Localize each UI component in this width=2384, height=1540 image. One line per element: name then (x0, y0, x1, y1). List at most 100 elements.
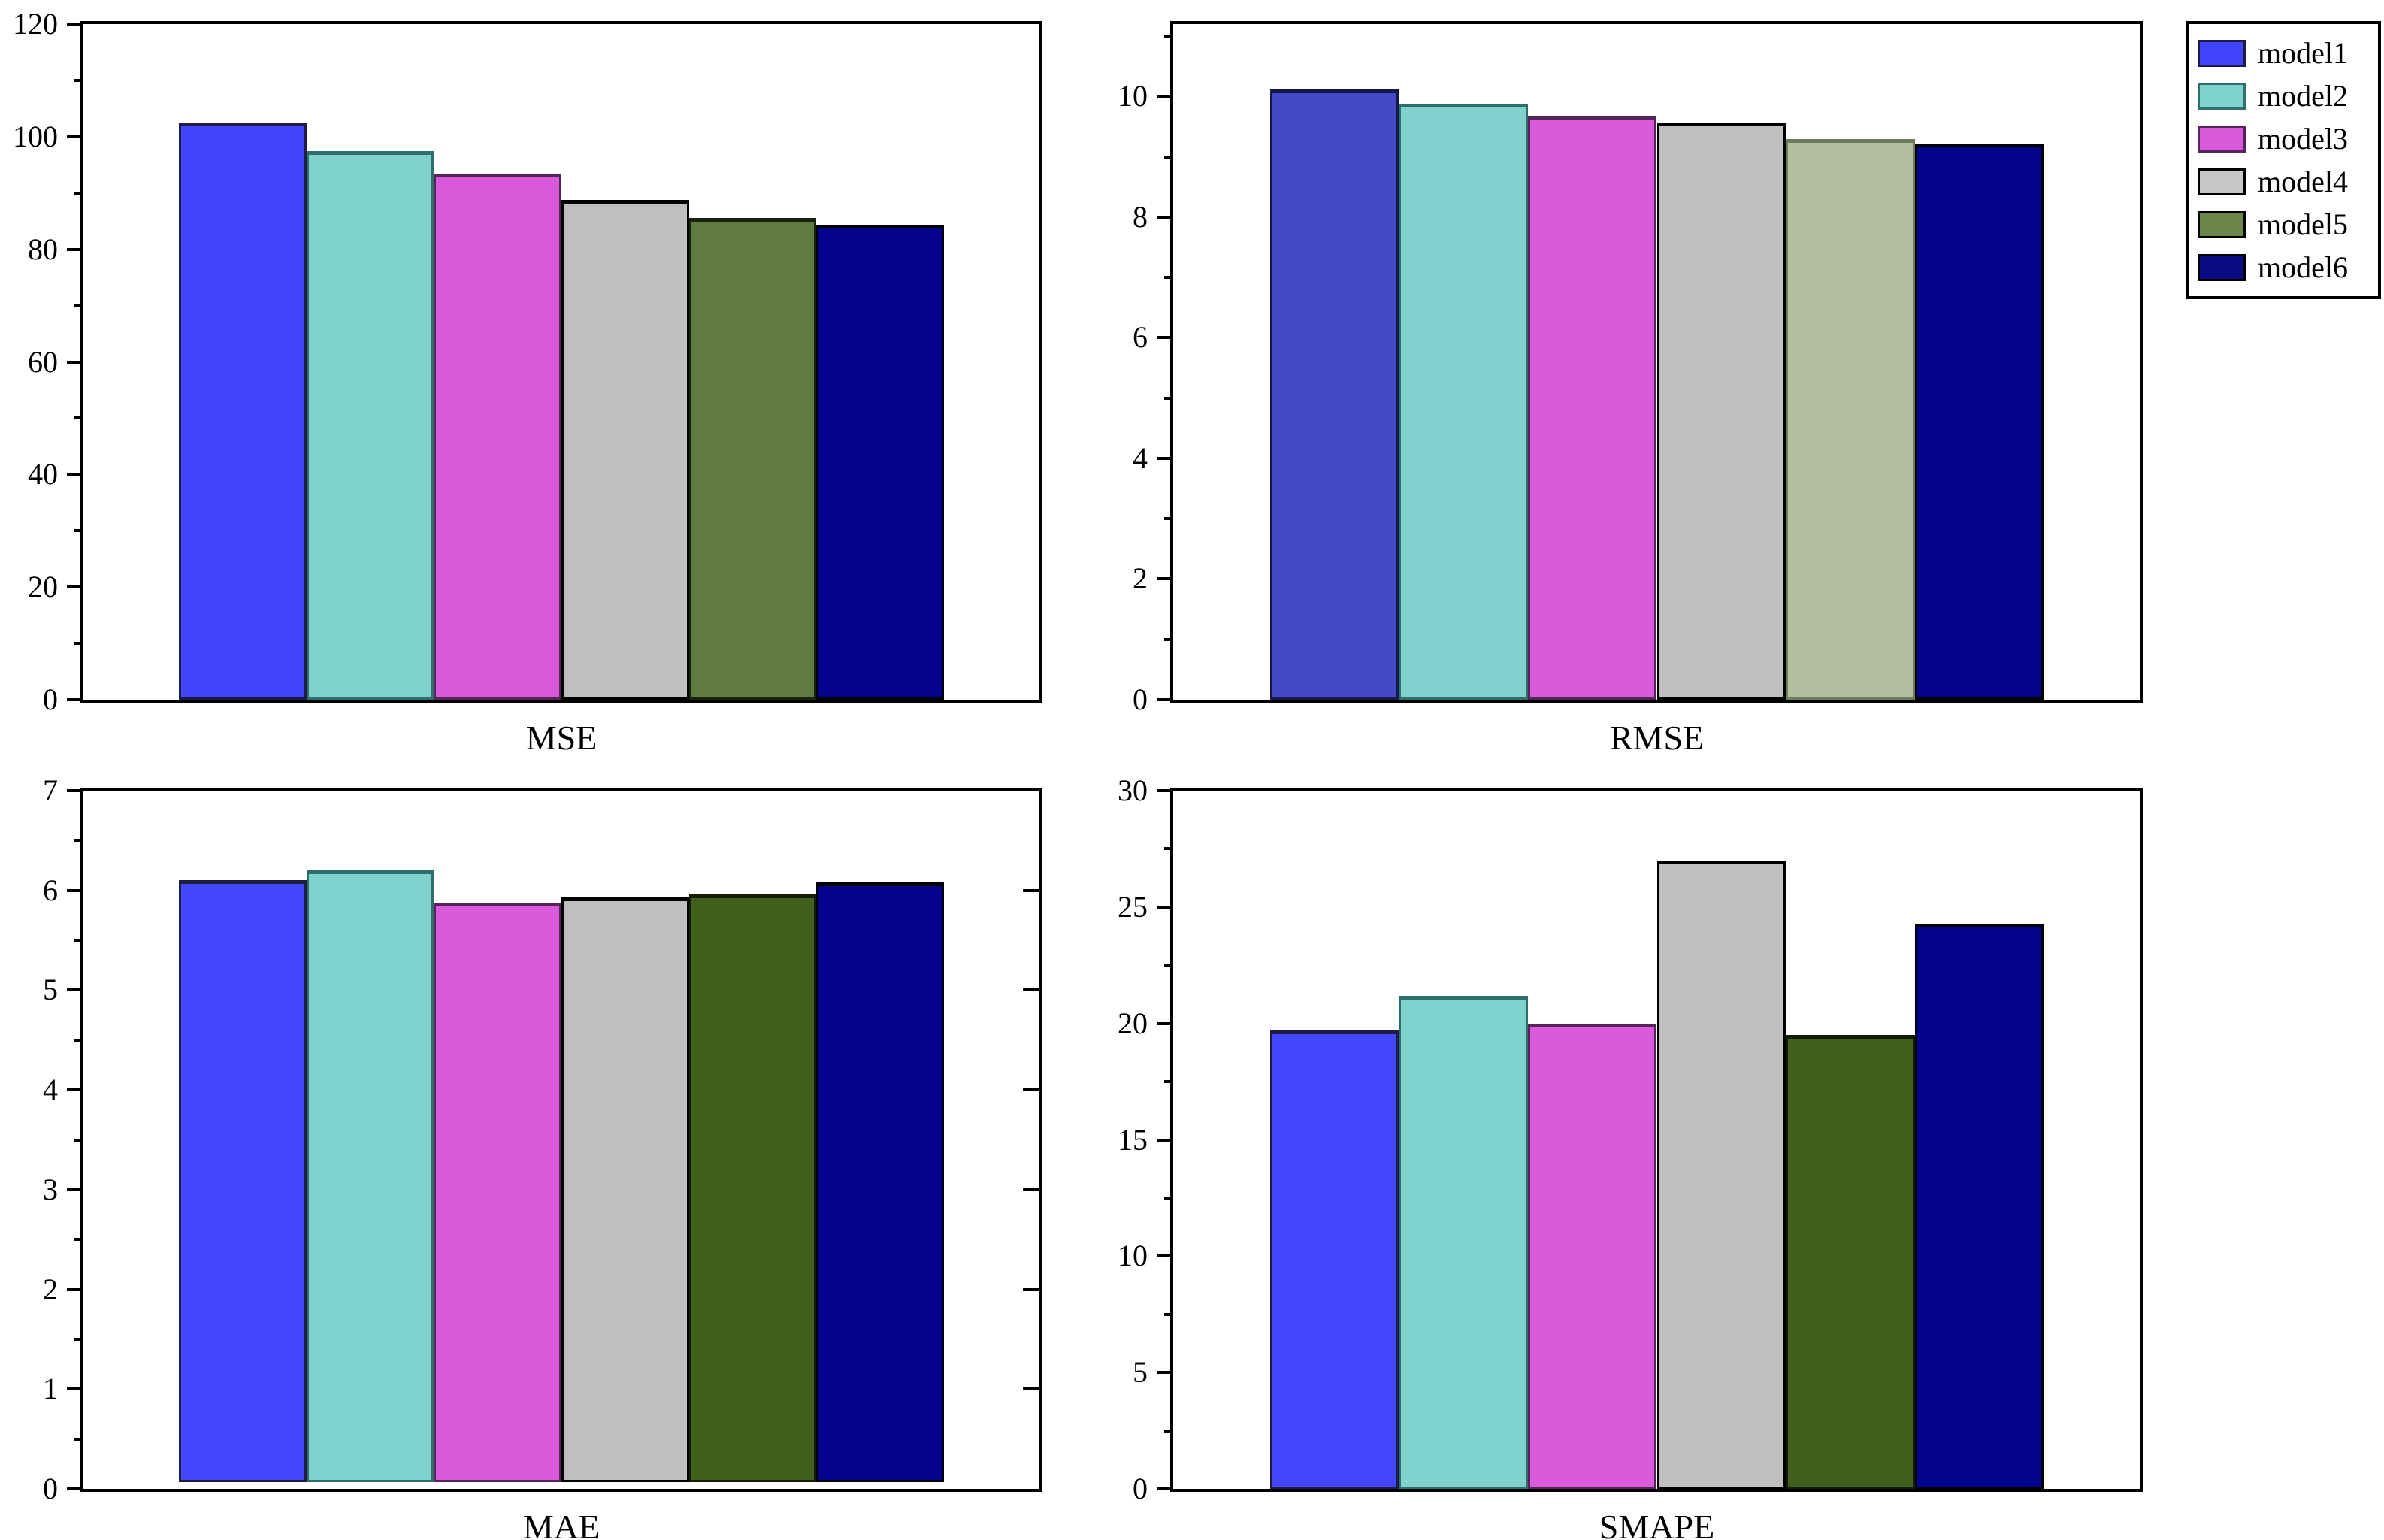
smape-y-tick-label: 20 (1118, 1006, 1148, 1040)
legend: model1 model2 model3 model4 model5 model6 (2186, 21, 2381, 299)
mae-bar-model1 (179, 880, 307, 1482)
mae-y-major-tick (67, 1188, 83, 1191)
mse-y-tick-label: 40 (28, 457, 58, 492)
mae-chart: 0 1 2 3 4 5 6 7 MAE (43, 776, 1042, 1540)
rmse-axis-title: RMSE (1609, 719, 1705, 757)
mse-y-tick-label: 0 (43, 682, 58, 716)
mae-plot-area: 0 1 2 3 4 5 6 7 (43, 776, 1042, 1504)
rmse-bar-model3 (1527, 116, 1657, 700)
legend-swatch-model4 (2198, 168, 2246, 195)
rmse-y-minor-tick (1164, 637, 1173, 641)
mae-y-major-tick (67, 1387, 83, 1391)
mse-y-major-tick (67, 585, 83, 589)
mae-y-tick-label: 6 (43, 873, 58, 907)
rmse-bar-model2 (1399, 103, 1528, 700)
mae-axis-title: MAE (522, 1508, 601, 1540)
rmse-y-major-tick (1157, 698, 1173, 701)
mse-bar-model6 (816, 225, 944, 700)
mse-y-major-tick (67, 360, 83, 364)
mae-y-minor-tick (74, 839, 83, 843)
mse-bar-model2 (306, 150, 434, 700)
rmse-y-minor-tick (1164, 517, 1173, 521)
rmse-y-tick-label: 10 (1118, 79, 1148, 113)
smape-bar-model6 (1914, 923, 2044, 1489)
rmse-y-minor-tick (1164, 155, 1173, 159)
rmse-y-major-tick (1157, 95, 1173, 98)
smape-bar-model5 (1786, 1035, 1915, 1489)
smape-y-major-tick (1157, 1487, 1173, 1490)
rmse-y-major-tick (1157, 577, 1173, 581)
legend-item-model6: model6 (2198, 246, 2369, 289)
mse-y-major-tick (67, 473, 83, 477)
mae-y-minor-tick (74, 939, 83, 942)
smape-y-major-tick (1157, 1021, 1173, 1025)
mse-y-tick-label: 120 (13, 7, 58, 41)
mae-bar-model5 (688, 894, 817, 1482)
smape-y-major-tick (1157, 1254, 1173, 1258)
rmse-bar-model1 (1269, 89, 1399, 700)
mae-y-tick-label: 5 (43, 973, 58, 1007)
mse-y-minor-tick (74, 191, 83, 195)
rmse-y-tick-label: 4 (1133, 440, 1148, 475)
smape-y-minor-tick (1164, 1429, 1173, 1433)
smape-y-minor-tick (1164, 847, 1173, 851)
mae-bar-model6 (816, 882, 944, 1482)
smape-y-minor-tick (1164, 1312, 1173, 1316)
smape-y-tick-label: 15 (1118, 1122, 1148, 1157)
legend-swatch-model5 (2198, 210, 2246, 238)
mae-bar-model2 (306, 870, 434, 1482)
mae-y-tick-label: 7 (43, 773, 58, 807)
mse-y-tick-label: 100 (13, 119, 58, 153)
legend-swatch-model1 (2198, 39, 2246, 67)
smape-y-tick-label: 30 (1118, 773, 1148, 807)
mse-y-major-tick (67, 698, 83, 701)
mse-y-minor-tick (74, 304, 83, 307)
smape-y-tick-label: 5 (1133, 1355, 1148, 1390)
mae-y-tick-label: 3 (43, 1172, 58, 1206)
smape-plot-area: 0 5 10 15 20 25 30 (1118, 776, 2143, 1504)
legend-label: model6 (2258, 250, 2348, 284)
mae-y-right-tick (1023, 1188, 1039, 1191)
legend-label: model2 (2258, 78, 2348, 113)
legend-swatch-model6 (2198, 253, 2246, 281)
mae-y-right-tick (1023, 888, 1039, 892)
rmse-y-minor-tick (1164, 276, 1173, 280)
mae-y-right-tick (1023, 988, 1039, 992)
mae-y-tick-label: 2 (43, 1272, 58, 1306)
mse-y-minor-tick (74, 416, 83, 420)
rmse-y-tick-label: 0 (1133, 682, 1148, 716)
mae-y-right-tick (1023, 1287, 1039, 1291)
smape-y-major-tick (1157, 905, 1173, 909)
mae-bar-model4 (561, 897, 689, 1482)
mae-y-tick-label: 4 (43, 1073, 58, 1107)
legend-item-model5: model5 (2198, 203, 2369, 246)
smape-bar-model4 (1656, 860, 1786, 1489)
mae-y-minor-tick (74, 1038, 83, 1042)
smape-y-major-tick (1157, 1371, 1173, 1375)
smape-bar-model1 (1269, 1030, 1399, 1489)
mse-y-tick-label: 20 (28, 570, 58, 604)
smape-bar-model2 (1399, 995, 1528, 1489)
legend-label: model4 (2258, 164, 2348, 198)
legend-item-model2: model2 (2198, 74, 2369, 117)
rmse-y-tick-label: 2 (1133, 561, 1148, 596)
smape-y-tick-label: 10 (1118, 1239, 1148, 1273)
rmse-y-tick-label: 6 (1133, 320, 1148, 355)
legend-label: model3 (2258, 121, 2348, 156)
mae-y-major-tick (67, 988, 83, 992)
mae-y-right-tick (1023, 1088, 1039, 1092)
legend-label: model5 (2258, 207, 2348, 241)
legend-label: model1 (2258, 35, 2348, 70)
mae-y-tick-label: 1 (43, 1372, 58, 1406)
mae-y-minor-tick (74, 1437, 83, 1441)
legend-swatch-model2 (2198, 82, 2246, 110)
legend-item-model3: model3 (2198, 117, 2369, 160)
smape-y-minor-tick (1164, 1080, 1173, 1084)
rmse-y-tick-label: 8 (1133, 199, 1148, 234)
mae-y-major-tick (67, 1088, 83, 1092)
mse-plot-area: 0 20 40 60 80 100 120 (13, 9, 1042, 715)
mse-y-major-tick (67, 247, 83, 251)
rmse-y-minor-tick (1164, 396, 1173, 400)
smape-y-tick-label: 25 (1118, 889, 1148, 924)
mae-y-major-tick (67, 888, 83, 892)
